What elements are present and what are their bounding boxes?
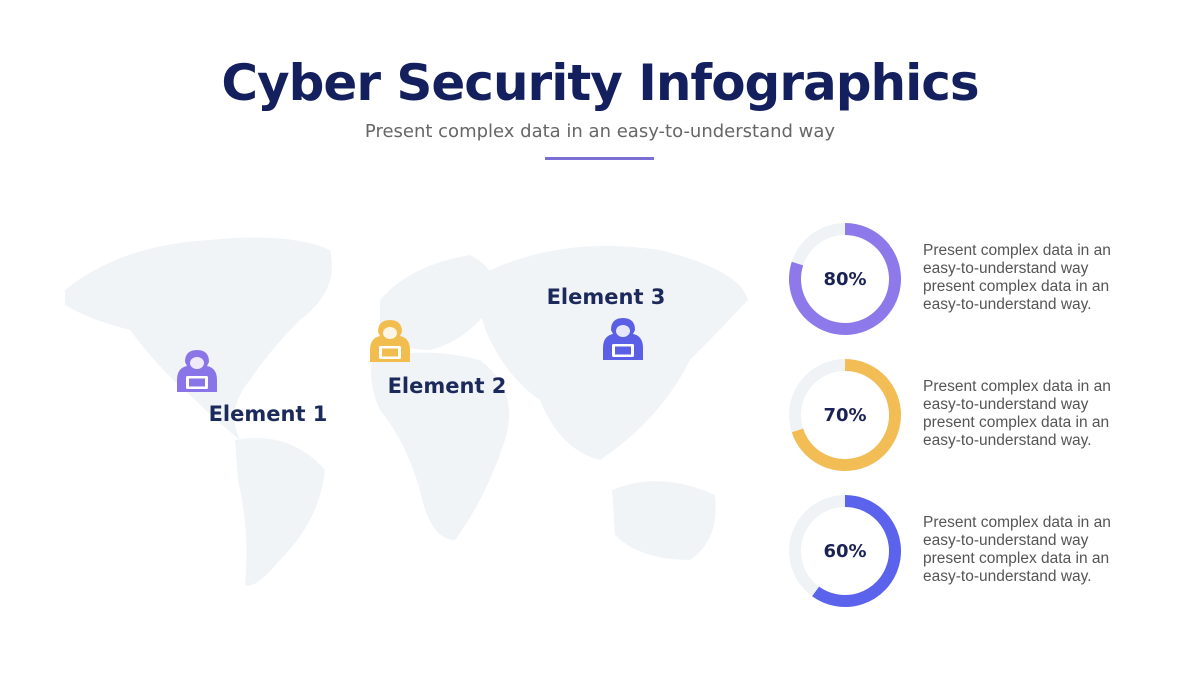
laptop-screen (189, 378, 205, 387)
element-label: Element 3 (547, 285, 666, 309)
donut-label: 80% (823, 269, 866, 290)
hacker-icon (603, 318, 643, 360)
donut-description: Present complex data in an easy-to-under… (923, 378, 1111, 449)
donut-label: 60% (823, 541, 866, 562)
title-underline (545, 157, 654, 160)
face (383, 327, 397, 339)
face (190, 357, 204, 369)
title: Cyber Security Infographics (221, 54, 978, 112)
donut-arc (812, 495, 901, 607)
donut-description: Present complex data in an easy-to-under… (923, 514, 1111, 585)
donuts: 80% 70% 60% (789, 223, 901, 607)
donut-description: Present complex data in an easy-to-under… (923, 242, 1111, 313)
donut-label: 70% (823, 405, 866, 426)
face (616, 325, 630, 337)
donut-arc (791, 359, 901, 471)
subtitle: Present complex data in an easy-to-under… (365, 121, 836, 142)
laptop-screen (382, 348, 398, 357)
element-label: Element 1 (209, 402, 328, 426)
markers: Element 1 Element 2 Element 3 (177, 285, 665, 426)
element-label: Element 2 (388, 374, 507, 398)
donut-arc (789, 223, 901, 335)
laptop-screen (615, 346, 631, 355)
hacker-icon (370, 320, 410, 362)
hacker-icon (177, 350, 217, 392)
